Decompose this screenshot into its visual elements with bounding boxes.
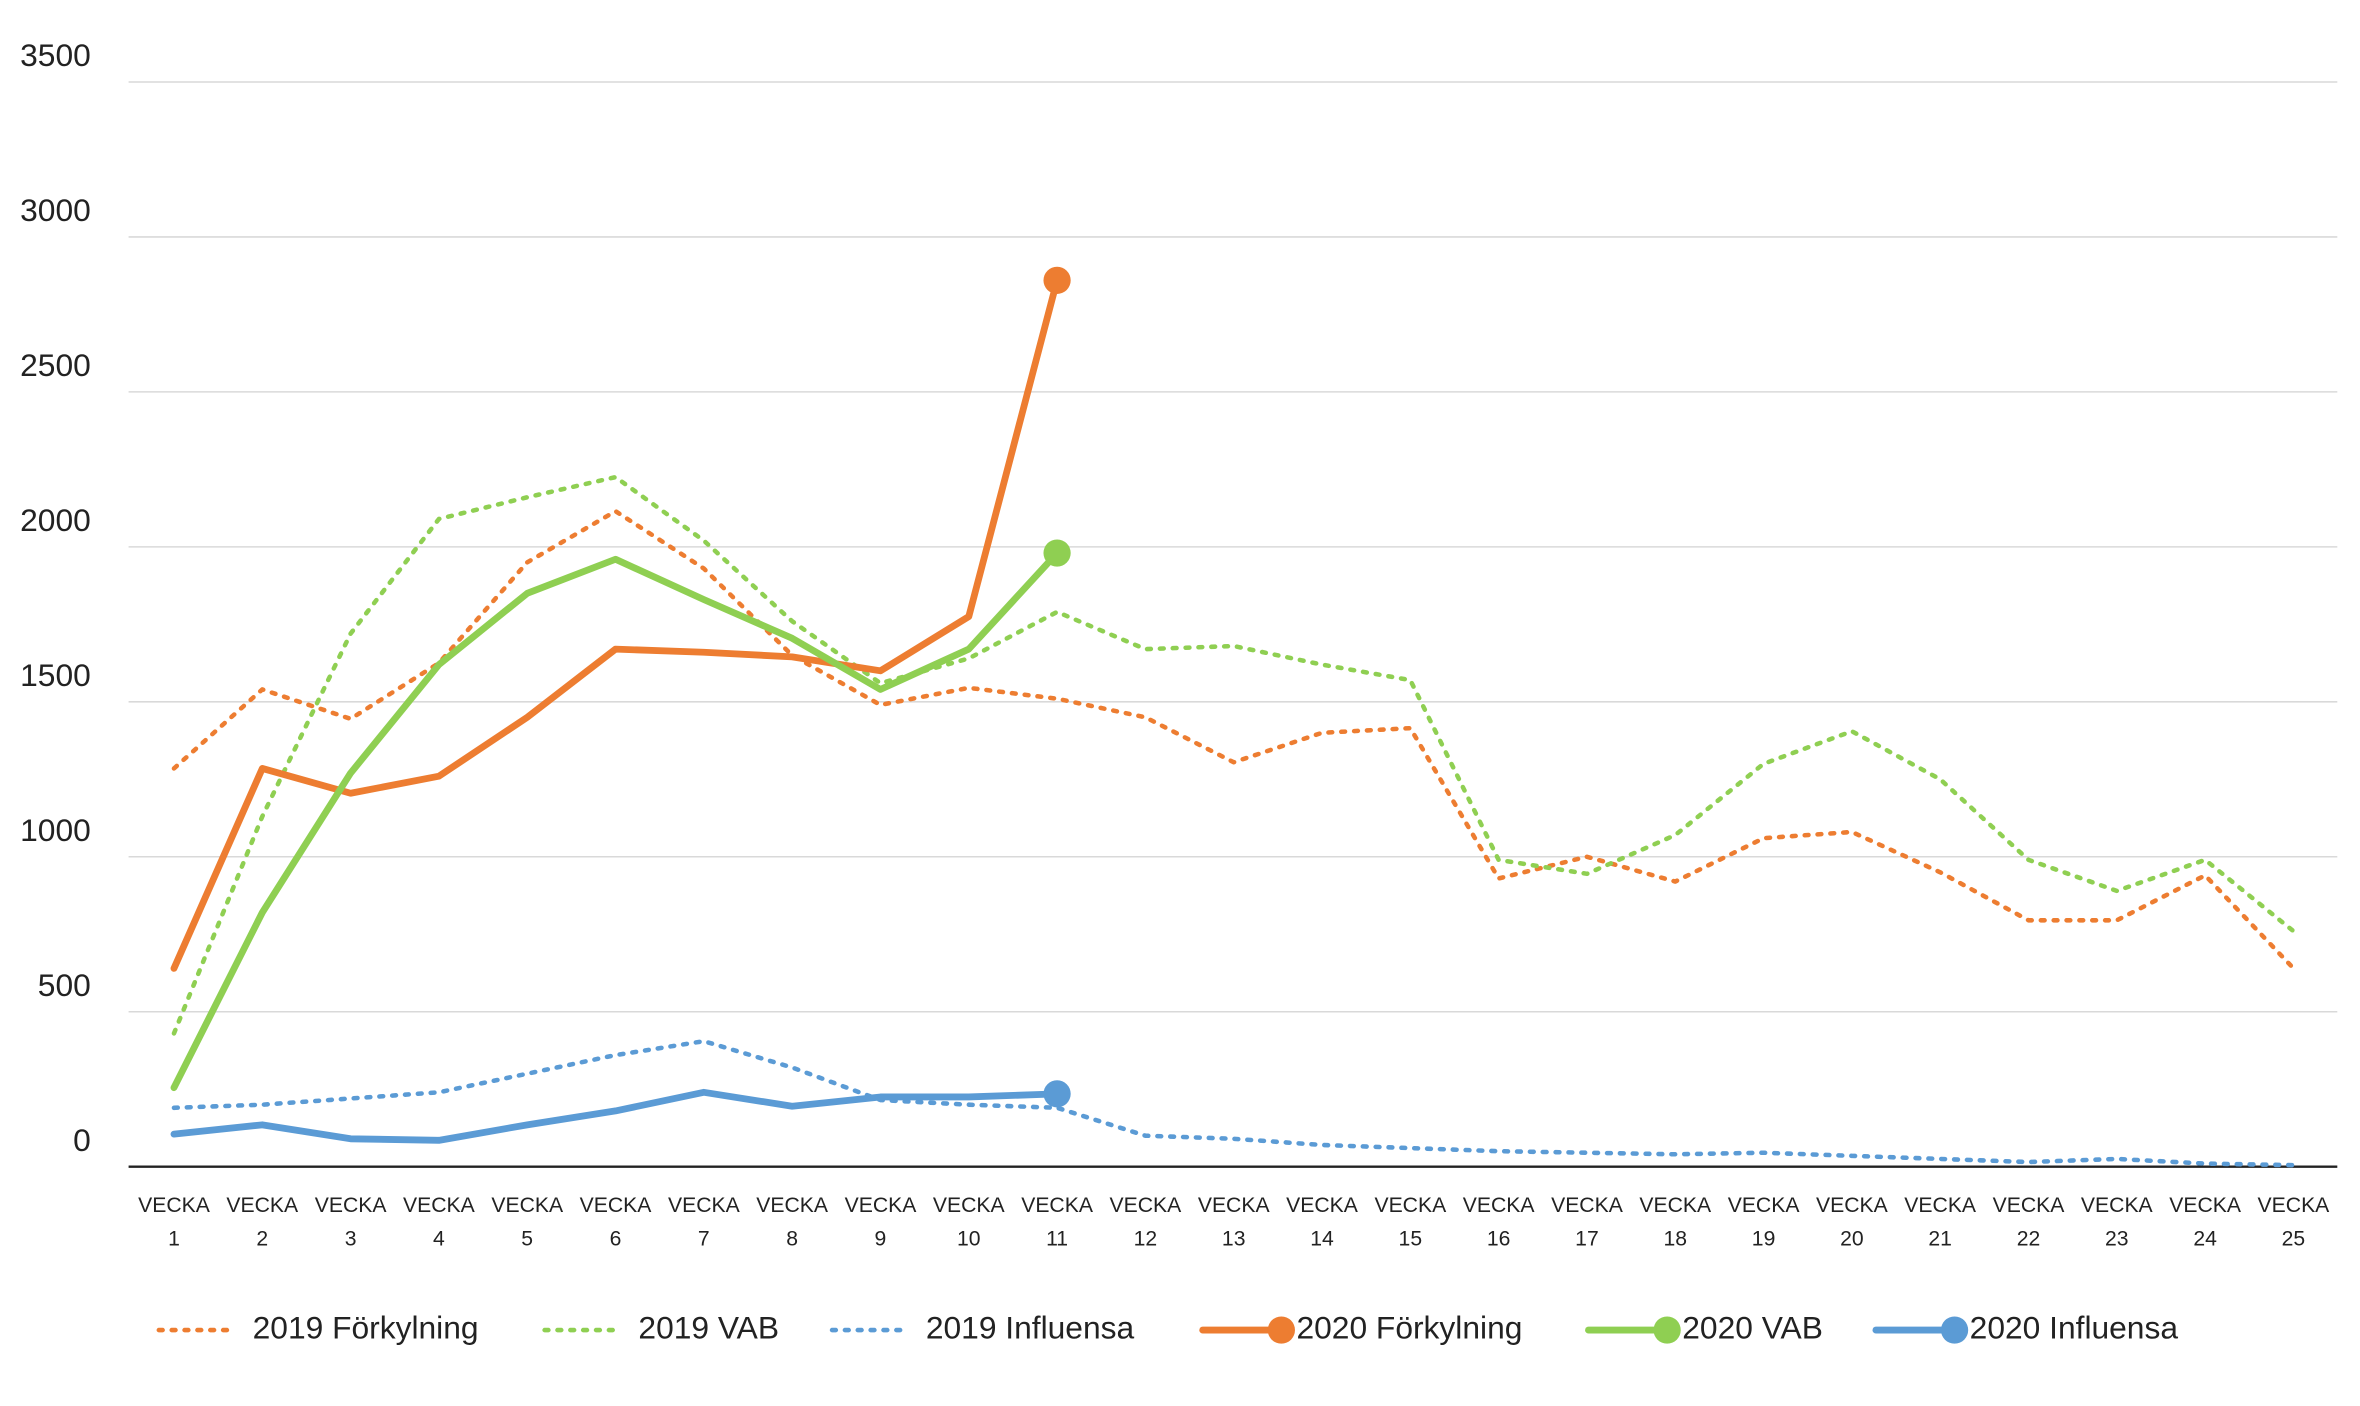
legend-label: 2019 Influensa [926, 1309, 1135, 1345]
x-tick-label: VECKA 4 [403, 1194, 476, 1250]
x-tick-label: VECKA 19 [1728, 1194, 1801, 1250]
legend-item: 2020 Influensa [1872, 1309, 2179, 1345]
x-tick-label: VECKA 6 [580, 1194, 653, 1250]
x-tick-label: VECKA 16 [1463, 1194, 1536, 1250]
legend-item: 2020 Förkylning [1199, 1309, 1522, 1345]
y-tick-label: 1500 [20, 657, 91, 693]
x-tick-label: VECKA 9 [845, 1194, 918, 1250]
legend-item: 2019 Influensa [829, 1309, 1135, 1345]
y-tick-label: 0 [73, 1122, 91, 1158]
point-marker [1043, 1080, 1071, 1108]
x-tick-label: VECKA 25 [2258, 1194, 2331, 1250]
legend-label: 2020 Förkylning [1296, 1309, 1522, 1345]
x-tick-label: VECKA 7 [668, 1194, 741, 1250]
x-tick-label: VECKA 5 [491, 1194, 564, 1250]
legend-item: 2019 Förkylning [156, 1309, 479, 1345]
legend-label: 2019 Förkylning [253, 1309, 479, 1345]
point-marker [1043, 539, 1071, 567]
series-line [171, 1038, 2296, 1168]
point-marker [1043, 266, 1071, 294]
series-line [170, 276, 1061, 972]
x-tick-label: VECKA 20 [1816, 1194, 1889, 1250]
x-tick-label: VECKA 2 [226, 1194, 299, 1250]
legend-item: 2019 VAB [542, 1309, 779, 1345]
x-tick-label: VECKA 18 [1639, 1194, 1712, 1250]
legend-marker [1940, 1316, 1969, 1344]
x-tick-label: VECKA 8 [756, 1194, 829, 1250]
series-line [171, 474, 2296, 1036]
x-tick-label: VECKA 13 [1198, 1194, 1271, 1250]
series-line [171, 508, 2296, 971]
x-tick-label: VECKA 24 [2169, 1194, 2242, 1250]
x-tick-label: VECKA 11 [1021, 1194, 1094, 1250]
x-tick-label: VECKA 21 [1904, 1194, 1977, 1250]
legend-marker [1653, 1316, 1681, 1344]
x-tick-label: VECKA 22 [1993, 1194, 2066, 1250]
legend-marker [1267, 1316, 1295, 1344]
y-tick-label: 3000 [20, 192, 91, 228]
x-tick-label: VECKA 1 [138, 1194, 211, 1250]
x-tick-label: VECKA 23 [2081, 1194, 2154, 1250]
legend-label: 2020 Influensa [1970, 1309, 2179, 1345]
y-tick-label: 1000 [20, 812, 91, 848]
y-tick-label: 500 [38, 967, 91, 1003]
x-tick-label: VECKA 14 [1286, 1194, 1359, 1250]
x-tick-label: VECKA 3 [315, 1194, 388, 1250]
legend-label: 2019 VAB [638, 1309, 779, 1345]
legend-label: 2020 VAB [1682, 1309, 1823, 1345]
x-tick-label: VECKA 10 [933, 1194, 1006, 1250]
series-line [170, 1088, 1061, 1144]
legend-item: 2020 VAB [1585, 1309, 1823, 1345]
y-tick-label: 2000 [20, 502, 91, 538]
x-tick-label: VECKA 12 [1110, 1194, 1183, 1250]
x-tick-label: VECKA 17 [1551, 1194, 1624, 1250]
y-tick-label: 2500 [20, 347, 91, 383]
x-tick-label: VECKA 15 [1374, 1194, 1447, 1250]
y-tick-label: 3500 [20, 37, 91, 73]
series-line [170, 549, 1061, 1092]
